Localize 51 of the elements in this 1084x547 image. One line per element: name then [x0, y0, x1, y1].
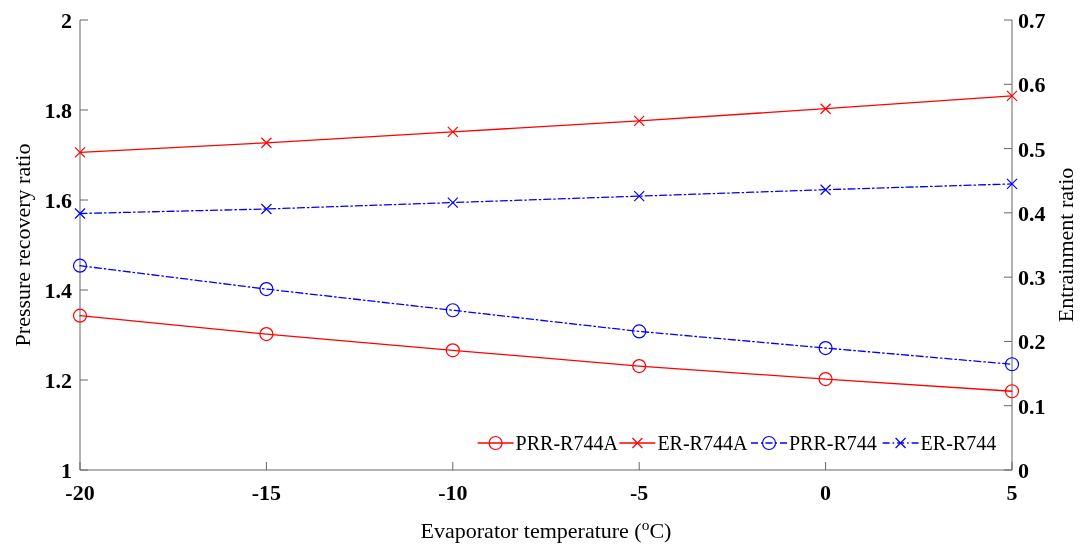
- point: [1004, 357, 1020, 372]
- point: [74, 146, 86, 159]
- y2-tick-label: 0.4: [1018, 200, 1046, 226]
- x-tick-label: -10: [438, 480, 468, 505]
- legend-label: PRR-R744: [789, 432, 877, 454]
- point: [447, 126, 459, 138]
- y2-tick-label: 0.7: [1018, 8, 1046, 33]
- point: [820, 103, 832, 115]
- point: [1006, 90, 1018, 102]
- point: [72, 308, 88, 323]
- y-tick-label: 1.8: [44, 98, 72, 123]
- y-tick-label: 1.2: [44, 368, 72, 393]
- y-tick-label: 1: [61, 458, 72, 483]
- point: [818, 372, 833, 387]
- x-tick-label: -20: [65, 480, 95, 505]
- legend-label: ER-R744A: [657, 432, 748, 454]
- point: [260, 203, 272, 215]
- legend-label: PRR-R744A: [515, 432, 619, 454]
- point: [74, 207, 86, 220]
- point: [260, 137, 272, 149]
- y-tick-label: 2: [61, 8, 72, 33]
- y-axis-title: Pressure recovery ratio: [10, 143, 35, 347]
- point: [445, 343, 460, 358]
- x-tick-label: 5: [1006, 480, 1018, 505]
- y2-tick-label: 0.2: [1018, 329, 1046, 355]
- point: [259, 327, 274, 342]
- point: [820, 184, 832, 196]
- x-axis-title: Evaporator temperature ($^{o}$C): [420, 515, 672, 543]
- legend-label: ER-R744: [920, 432, 997, 454]
- point: [1006, 178, 1018, 190]
- point: [259, 282, 274, 297]
- y2-tick-label: 0.6: [1018, 72, 1046, 98]
- point: [633, 190, 645, 202]
- y2-axis-title: Entrainment ratio: [1053, 167, 1078, 323]
- point: [447, 196, 459, 209]
- point: [818, 340, 833, 356]
- x-tick-label: 0: [820, 480, 832, 505]
- y2-tick-label: 0.3: [1018, 265, 1046, 291]
- point: [632, 358, 647, 374]
- y2-tick-label: 0: [1018, 458, 1029, 483]
- point: [72, 258, 88, 273]
- point: [1004, 384, 1020, 399]
- point: [445, 303, 460, 318]
- y2-tick-label: 0.5: [1018, 136, 1046, 162]
- y-tick-label: 1.6: [44, 188, 72, 213]
- point: [632, 324, 647, 339]
- x-tick-label: -5: [630, 480, 649, 505]
- y-tick-label: 1.4: [44, 278, 72, 303]
- x-tick-label: -15: [251, 480, 282, 505]
- y2-tick-label: 0.1: [1018, 393, 1046, 419]
- point: [633, 115, 645, 127]
